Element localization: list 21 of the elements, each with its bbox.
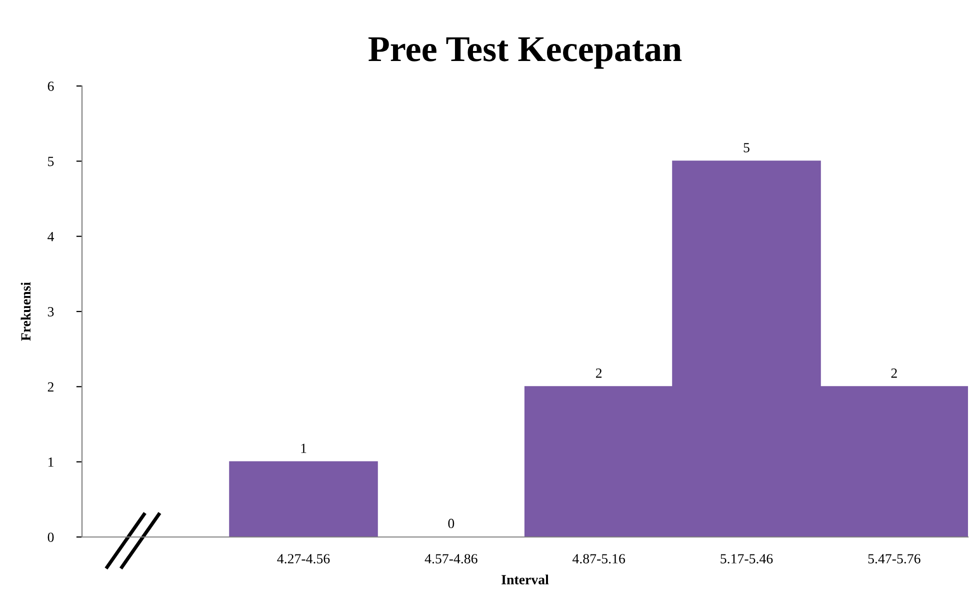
bar <box>229 461 378 537</box>
data-label: 2 <box>596 368 602 378</box>
y-tick-label: 5 <box>48 156 54 166</box>
x-tick-label: 5.47-5.76 <box>868 554 920 564</box>
data-label: 5 <box>744 143 750 152</box>
data-label: 0 <box>448 518 454 528</box>
x-tick-label: 4.57-4.86 <box>424 554 478 564</box>
y-tick-label: 1 <box>48 457 54 467</box>
data-label: 1 <box>301 444 306 453</box>
x-axis-title: Interval <box>502 574 549 584</box>
chart-title: Pree Test Kecepatan <box>368 37 682 69</box>
x-tick-label: 4.27-4.56 <box>277 554 330 564</box>
y-tick-label: 2 <box>48 382 54 392</box>
y-tick-label: 3 <box>48 307 54 316</box>
y-tick-label: 0 <box>48 532 54 542</box>
x-tick-label: 5.17-5.46 <box>720 554 773 564</box>
y-tick-label: 6 <box>48 82 54 91</box>
y-tick-label: 4 <box>48 232 54 242</box>
data-label: 2 <box>891 368 897 378</box>
x-tick-label: 4.87-5.16 <box>572 554 626 564</box>
y-axis-title: Frekuensi <box>20 282 31 341</box>
